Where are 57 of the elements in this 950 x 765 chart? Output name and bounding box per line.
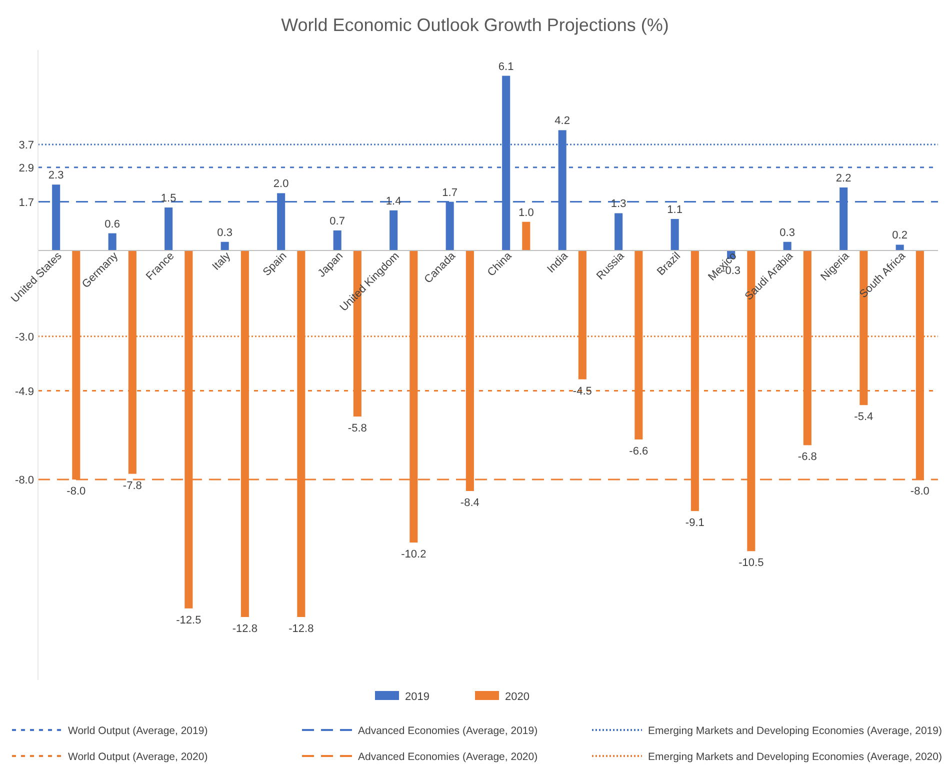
legend-label: World Output (Average, 2020) <box>68 751 208 763</box>
data-label: -8.0 <box>910 486 930 498</box>
data-label: -5.8 <box>348 422 367 435</box>
data-label: 1.3 <box>610 198 626 210</box>
bar <box>108 233 116 250</box>
data-label: -10.2 <box>401 548 426 561</box>
data-label: 1.5 <box>160 192 176 204</box>
data-label: -7.8 <box>122 480 142 492</box>
data-label: -9.1 <box>685 517 704 530</box>
bar <box>783 242 792 250</box>
bar <box>220 242 229 250</box>
data-label: -12.8 <box>232 623 258 635</box>
data-label: -6.8 <box>798 451 817 464</box>
data-label: -12.8 <box>288 623 314 635</box>
legend-label: Emerging Markets and Developing Economies (Average, 2020) <box>648 751 942 763</box>
data-label: -10.5 <box>738 557 764 570</box>
y-tick-label: -4.9 <box>15 386 34 398</box>
y-tick-label: -3.0 <box>15 331 34 344</box>
data-label: -8.0 <box>66 486 86 498</box>
data-label: 0.6 <box>104 218 120 230</box>
data-label: 1.1 <box>667 204 682 216</box>
data-label: 0.3 <box>217 226 232 239</box>
data-label: 2.2 <box>836 172 852 184</box>
bar <box>164 208 173 250</box>
chart-title: World Economic Outlook Growth Projections (%) <box>281 15 669 35</box>
data-label: 0.7 <box>330 215 345 228</box>
bar <box>333 230 342 250</box>
legend-label: Advanced Economies (Average, 2019) <box>358 725 538 737</box>
data-label: 2.0 <box>273 178 289 190</box>
bar <box>522 222 530 250</box>
bar <box>670 218 679 250</box>
data-label: 2.3 <box>48 170 64 182</box>
data-label: 1.7 <box>442 186 458 199</box>
data-label: -4.5 <box>572 385 592 398</box>
data-label: 0.3 <box>780 226 795 239</box>
data-label: 4.2 <box>554 115 570 128</box>
data-label: -5.4 <box>854 411 874 424</box>
bar <box>390 210 398 250</box>
bar <box>896 244 904 250</box>
bar <box>614 213 623 250</box>
data-label: 0.2 <box>892 230 908 242</box>
legend-label: 2019 <box>405 691 430 703</box>
data-label: -6.6 <box>629 445 648 458</box>
legend-label: Advanced Economies (Average, 2020) <box>358 751 538 763</box>
y-tick-label: 3.7 <box>18 140 34 152</box>
y-tick-label: -8.0 <box>15 474 34 487</box>
y-tick-label: 2.9 <box>18 162 34 174</box>
legend-label: Emerging Markets and Developing Economies (Average, 2019) <box>648 725 942 737</box>
data-label: -12.5 <box>176 614 202 626</box>
legend-label: 2020 <box>505 691 530 703</box>
legend-label: World Output (Average, 2019) <box>68 725 208 737</box>
x-tick-label: Italy <box>210 250 234 273</box>
data-label: 6.1 <box>498 60 514 73</box>
data-label: -8.4 <box>460 497 480 509</box>
y-tick-label: 1.7 <box>18 196 34 209</box>
data-label: 1.0 <box>518 206 534 219</box>
data-label: 1.4 <box>386 195 402 208</box>
